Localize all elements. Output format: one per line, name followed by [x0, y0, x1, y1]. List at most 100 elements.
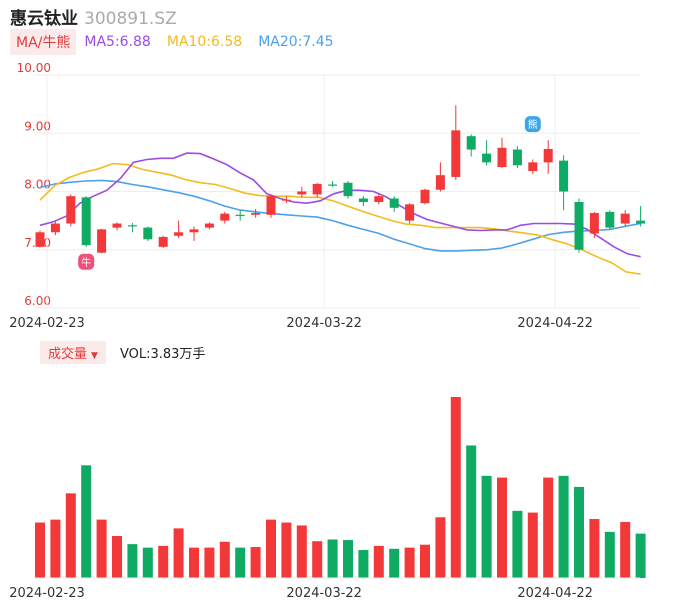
ma20-label: MA20:7.45: [258, 34, 334, 50]
bull-marker-badge: [78, 253, 95, 270]
candle-body: [97, 229, 107, 253]
volume-bar: [558, 475, 569, 578]
volume-legend: 成交量 ▼ VOL:3.83万手: [40, 340, 206, 364]
volume-x-tick-label: 2024-02-23: [9, 586, 85, 601]
ma10-line: [39, 162, 641, 275]
candle-body: [35, 232, 45, 247]
candle-body: [81, 197, 91, 246]
volume-bar: [112, 535, 122, 578]
volume-bar: [527, 512, 538, 578]
candle-body: [112, 223, 122, 228]
volume-x-tick-label: 2024-03-22: [286, 586, 362, 601]
candle-body: [435, 175, 445, 190]
candle-body: [466, 136, 476, 150]
volume-bar: [466, 445, 477, 578]
volume-bar: [512, 510, 523, 578]
volume-bar: [50, 519, 61, 578]
volume-x-tick-label: 2024-04-22: [517, 586, 593, 601]
stock-name: 惠云钛业: [10, 9, 78, 29]
candle-body: [482, 153, 492, 163]
candle-body: [497, 147, 507, 168]
candle-body: [174, 232, 184, 236]
ma-legend: MA/牛熊 MA5:6.88 MA10:6.58 MA20:7.45: [10, 29, 350, 55]
candle-body: [574, 201, 584, 250]
candle-body: [528, 162, 538, 172]
volume-bar: [497, 477, 507, 578]
bear-marker-badge: [524, 116, 541, 133]
volume-bar: [543, 477, 554, 578]
volume-bar: [450, 397, 461, 578]
candle-body: [143, 227, 153, 240]
y-tick-label: 10.00: [17, 61, 51, 75]
volume-bar: [481, 475, 492, 578]
candle-body: [420, 189, 430, 204]
candle-body: [189, 229, 199, 233]
volume-selector-button[interactable]: 成交量 ▼: [40, 340, 106, 364]
ma10-label: MA10:6.58: [166, 34, 243, 50]
volume-bar: [127, 544, 138, 578]
volume-bar: [420, 544, 430, 578]
x-tick-label: 2024-03-22: [286, 316, 362, 331]
candle-body: [66, 196, 76, 224]
candle-body: [328, 184, 338, 186]
y-tick-label: 6.00: [24, 294, 51, 308]
volume-bar: [204, 547, 215, 578]
volume-bar: [327, 539, 338, 578]
candle-body: [636, 220, 646, 224]
candle-body: [343, 182, 353, 197]
candle-body: [235, 214, 245, 216]
volume-bar: [604, 531, 615, 578]
ma5-label: MA5:6.88: [84, 34, 151, 50]
candle-body: [589, 213, 599, 234]
volume-bar: [312, 541, 323, 578]
candle-body: [405, 204, 415, 221]
candle-body: [297, 191, 307, 195]
volume-bar: [35, 522, 45, 578]
candle-body: [312, 183, 322, 195]
volume-bar: [266, 519, 276, 578]
candle-body: [358, 198, 368, 202]
candle-body: [543, 148, 553, 163]
y-tick-label: 9.00: [24, 119, 51, 133]
volume-bar: [343, 540, 353, 578]
volume-bar: [635, 533, 646, 578]
volume-bar: [142, 547, 153, 578]
candle-body: [281, 199, 291, 201]
candle-body: [451, 130, 461, 177]
candle-body: [374, 196, 384, 202]
candle-body: [158, 236, 168, 247]
volume-bar: [589, 519, 600, 578]
volume-bar: [235, 547, 246, 578]
volume-bar: [158, 545, 169, 578]
volume-bar: [358, 549, 369, 578]
stock-header: 惠云钛业 300891.SZ: [10, 4, 177, 29]
candle-body: [220, 213, 230, 221]
candle-body: [512, 149, 522, 166]
volume-bar: [189, 547, 199, 578]
volume-bar: [96, 519, 107, 578]
volume-bar: [219, 541, 230, 578]
caret-down-icon: ▼: [91, 350, 98, 361]
volume-bar: [404, 547, 415, 578]
ma-selector-button[interactable]: MA/牛熊: [10, 29, 77, 55]
candle-body: [559, 160, 569, 192]
x-tick-label: 2024-04-22: [517, 316, 593, 331]
bear-marker-label: 熊: [528, 118, 538, 131]
candle-body: [620, 213, 630, 224]
bull-marker-label: 牛: [81, 256, 91, 269]
volume-bar: [296, 525, 307, 578]
ma20-line: [39, 179, 641, 252]
y-tick-label: 8.00: [24, 178, 51, 192]
volume-selector-label: 成交量: [48, 346, 88, 362]
volume-bar: [435, 517, 446, 578]
volume-bar: [65, 493, 76, 578]
candle-body: [50, 223, 60, 233]
volume-bar: [81, 465, 92, 578]
volume-value: VOL:3.83万手: [119, 346, 206, 362]
candle-body: [127, 225, 137, 227]
volume-bar: [250, 547, 261, 578]
volume-bar: [620, 521, 631, 578]
candle-body: [251, 213, 261, 215]
volume-bar: [574, 486, 584, 578]
